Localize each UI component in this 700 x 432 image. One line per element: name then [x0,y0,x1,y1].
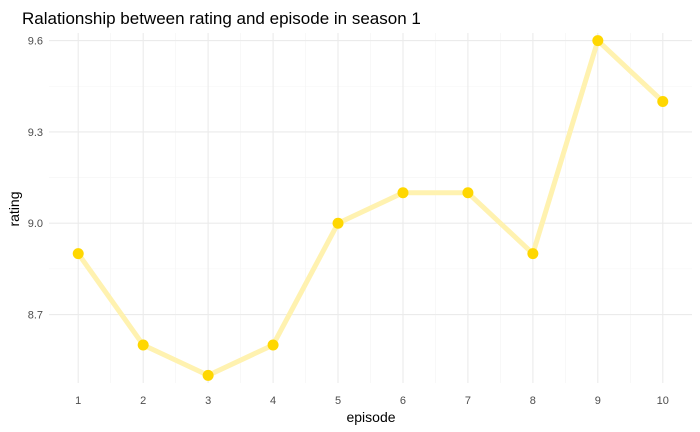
y-axis-label: rating [6,191,22,226]
x-tick-label: 10 [657,395,669,407]
data-point [72,248,84,260]
grid [49,33,692,383]
data-points [72,35,669,381]
data-point [397,187,409,199]
data-point [462,187,474,199]
x-tick-label: 2 [140,395,146,407]
data-point [202,369,214,381]
data-point [657,95,669,107]
data-point [527,248,539,260]
x-tick-label: 8 [530,395,536,407]
x-tick-label: 7 [465,395,471,407]
series-line-layer [75,38,666,378]
data-point [267,339,279,351]
x-tick-label: 5 [335,395,341,407]
y-tick-label: 9.0 [28,218,43,230]
x-axis-label: episode [346,409,395,425]
data-point [592,35,604,47]
y-tick-label: 9.6 [28,36,43,48]
series-line [75,38,666,378]
x-tick-label: 9 [595,395,601,407]
chart-title: Ralationship between rating and episode … [22,9,421,28]
data-point [332,217,344,229]
y-tick-label: 8.7 [28,310,43,322]
x-tick-label: 6 [400,395,406,407]
x-axis-ticks: 1 2 3 4 5 6 7 8 9 10 [75,395,669,407]
y-tick-label: 9.3 [28,127,43,139]
x-tick-label: 1 [75,395,81,407]
data-point [137,339,149,351]
x-tick-label: 4 [270,395,276,407]
x-tick-label: 3 [205,395,211,407]
y-axis-ticks: 8.7 9.0 9.3 9.6 [28,36,43,322]
